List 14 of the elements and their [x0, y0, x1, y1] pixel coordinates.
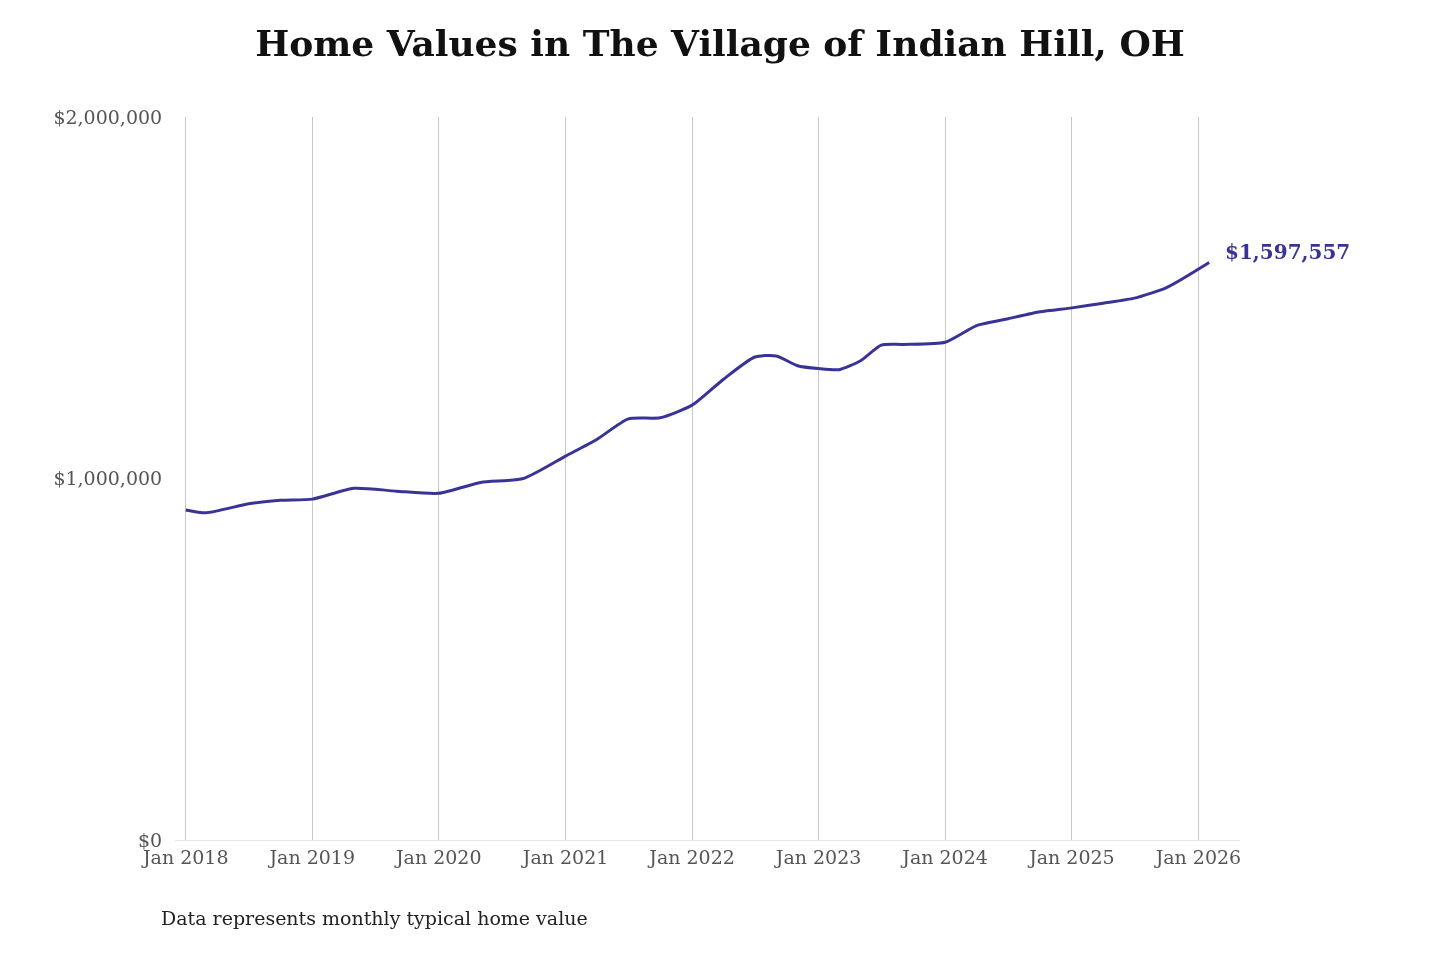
x-tick-label: Jan 2021	[520, 845, 609, 868]
y-tick-label: $2,000,000	[53, 105, 163, 128]
x-tick-label: Jan 2022	[647, 845, 735, 868]
x-tick-label: Jan 2019	[267, 845, 356, 868]
line-series	[184, 260, 1211, 515]
annotation: $1,597,557	[1225, 240, 1351, 264]
y-tick-label: $1,000,000	[53, 467, 163, 490]
text: Data represents monthly typical home value	[161, 907, 588, 929]
x-tick-label: Jan 2024	[900, 845, 988, 868]
x-tick-label: Jan 2023	[773, 845, 862, 868]
x-tick-label: Jan 2026	[1153, 845, 1242, 868]
x-tick-label: Jan 2025	[1027, 845, 1115, 868]
chart-title: Home Values in The Village of Indian Hill, OH	[255, 21, 1185, 64]
x-tick-label: Jan 2020	[393, 845, 482, 868]
